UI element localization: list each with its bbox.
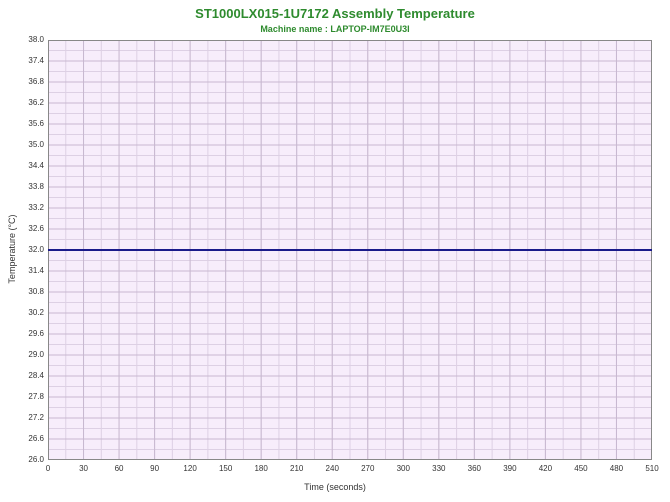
y-tick-label: 35.0 xyxy=(28,140,44,149)
x-tick-label: 270 xyxy=(356,464,380,473)
x-tick-label: 150 xyxy=(214,464,238,473)
plot-svg xyxy=(48,40,652,460)
y-tick-label: 35.6 xyxy=(28,119,44,128)
y-tick-label: 36.8 xyxy=(28,77,44,86)
x-tick-label: 390 xyxy=(498,464,522,473)
y-axis-label: Temperature (°C) xyxy=(7,199,17,299)
x-tick-label: 360 xyxy=(462,464,486,473)
y-tick-label: 26.0 xyxy=(28,455,44,464)
x-tick-label: 510 xyxy=(640,464,664,473)
x-tick-label: 0 xyxy=(36,464,60,473)
y-tick-label: 30.8 xyxy=(28,287,44,296)
x-axis-label: Time (seconds) xyxy=(0,482,670,492)
y-tick-label: 28.4 xyxy=(28,371,44,380)
x-tick-label: 60 xyxy=(107,464,131,473)
chart-subtitle: Machine name : LAPTOP-IM7E0U3I xyxy=(0,24,670,34)
y-tick-label: 27.2 xyxy=(28,413,44,422)
y-tick-label: 32.0 xyxy=(28,245,44,254)
y-tick-label: 27.8 xyxy=(28,392,44,401)
y-tick-label: 32.6 xyxy=(28,224,44,233)
chart-title: ST1000LX015-1U7172 Assembly Temperature xyxy=(0,6,670,21)
x-tick-label: 420 xyxy=(533,464,557,473)
y-tick-label: 31.4 xyxy=(28,266,44,275)
y-tick-label: 33.8 xyxy=(28,182,44,191)
y-tick-label: 29.6 xyxy=(28,329,44,338)
y-tick-label: 26.6 xyxy=(28,434,44,443)
x-tick-label: 450 xyxy=(569,464,593,473)
y-tick-label: 38.0 xyxy=(28,35,44,44)
plot-area xyxy=(48,40,652,460)
y-tick-label: 33.2 xyxy=(28,203,44,212)
x-tick-label: 180 xyxy=(249,464,273,473)
y-tick-label: 37.4 xyxy=(28,56,44,65)
y-tick-label: 34.4 xyxy=(28,161,44,170)
x-tick-label: 90 xyxy=(143,464,167,473)
x-tick-label: 210 xyxy=(285,464,309,473)
x-tick-label: 120 xyxy=(178,464,202,473)
x-tick-label: 300 xyxy=(391,464,415,473)
y-tick-label: 30.2 xyxy=(28,308,44,317)
y-tick-label: 29.0 xyxy=(28,350,44,359)
y-tick-label: 36.2 xyxy=(28,98,44,107)
x-tick-label: 330 xyxy=(427,464,451,473)
chart-container: ST1000LX015-1U7172 Assembly Temperature … xyxy=(0,0,670,502)
x-tick-label: 480 xyxy=(604,464,628,473)
x-tick-label: 240 xyxy=(320,464,344,473)
x-tick-label: 30 xyxy=(72,464,96,473)
